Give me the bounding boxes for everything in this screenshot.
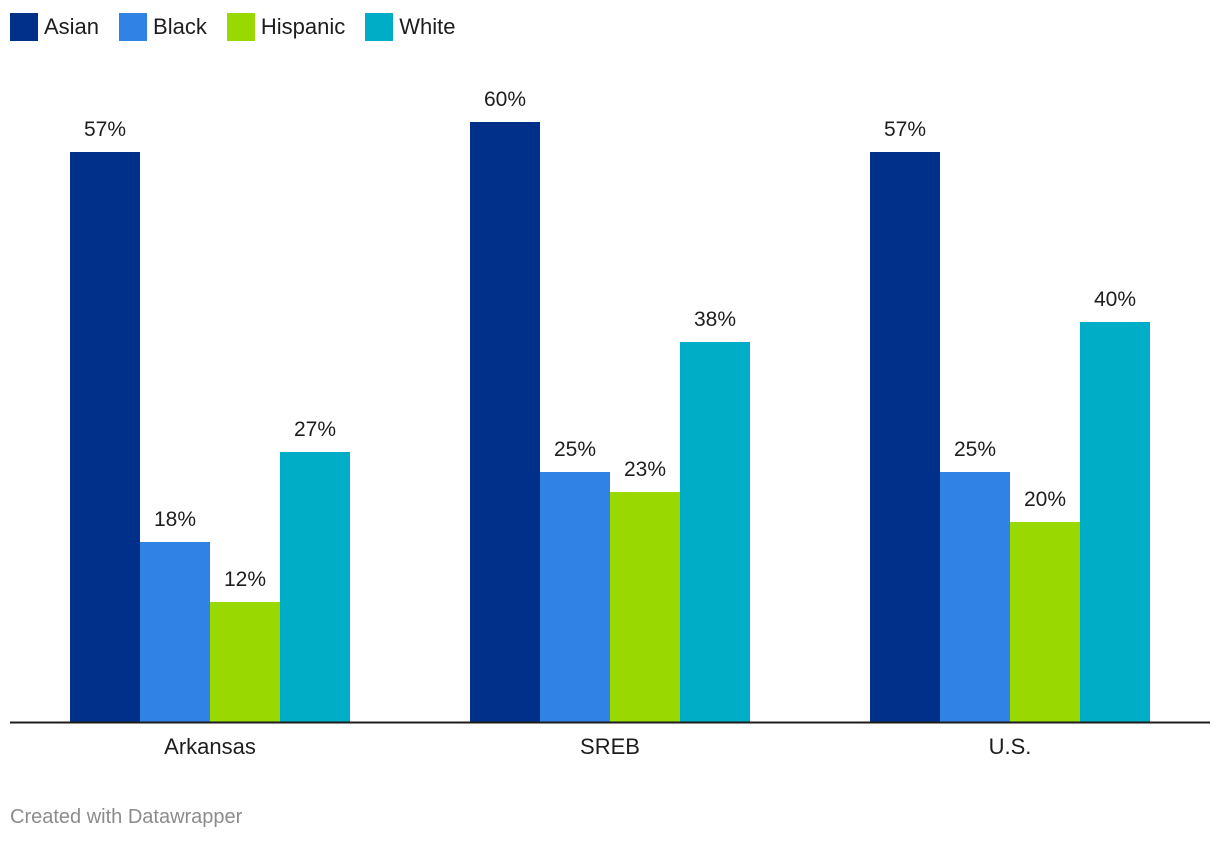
bar-arkansas-black <box>140 542 210 722</box>
bar-chart: 57% 18% 12% 27% Arkansas 60% 25% 23% 38% SREB 57% 2… <box>10 88 1210 759</box>
legend-swatch-black <box>119 13 148 41</box>
data-label-arkansas-black: 18% <box>154 508 196 531</box>
legend-label-black: Black <box>153 14 207 39</box>
bar-sreb-hispanic <box>610 492 680 722</box>
data-label-sreb-white: 38% <box>694 308 736 331</box>
bar-us-white <box>1080 322 1150 722</box>
legend-item-black: Black <box>119 13 207 41</box>
legend-label-white: White <box>399 14 456 39</box>
data-label-us-white: 40% <box>1094 288 1136 311</box>
bar-sreb-white <box>680 342 750 722</box>
data-label-sreb-black: 25% <box>554 438 596 461</box>
legend-label-hispanic: Hispanic <box>260 14 346 39</box>
x-tick-label-arkansas: Arkansas <box>164 734 256 759</box>
data-label-sreb-hispanic: 23% <box>624 458 666 481</box>
bar-arkansas-white <box>280 452 350 722</box>
data-label-arkansas-white: 27% <box>294 418 336 441</box>
x-tick-label-us: U.S. <box>989 734 1032 759</box>
bar-us-hispanic <box>1010 522 1080 722</box>
bar-us-asian <box>870 152 940 722</box>
legend-swatch-asian <box>10 13 38 41</box>
data-label-us-asian: 57% <box>884 118 926 141</box>
data-label-sreb-asian: 60% <box>484 88 526 111</box>
legend-item-white: White <box>365 13 455 41</box>
legend-item-asian: Asian <box>10 13 99 41</box>
bar-sreb-asian <box>470 122 540 722</box>
data-label-us-hispanic: 20% <box>1024 488 1066 511</box>
bar-us-black <box>940 472 1010 722</box>
legend-item-hispanic: Hispanic <box>226 13 346 41</box>
data-label-arkansas-hispanic: 12% <box>224 568 266 591</box>
legend-swatch-hispanic <box>226 13 255 41</box>
legend-label-asian: Asian <box>44 14 100 39</box>
x-tick-label-sreb: SREB <box>580 734 640 759</box>
data-label-us-black: 25% <box>954 438 996 461</box>
chart-legend: Asian Black Hispanic White <box>10 12 475 42</box>
bar-arkansas-hispanic <box>210 602 280 722</box>
bar-sreb-black <box>540 472 610 722</box>
legend-swatch-white <box>365 13 394 41</box>
credit-footer: Created with Datawrapper <box>10 806 243 828</box>
bar-arkansas-asian <box>70 152 140 722</box>
data-label-arkansas-asian: 57% <box>84 118 126 141</box>
